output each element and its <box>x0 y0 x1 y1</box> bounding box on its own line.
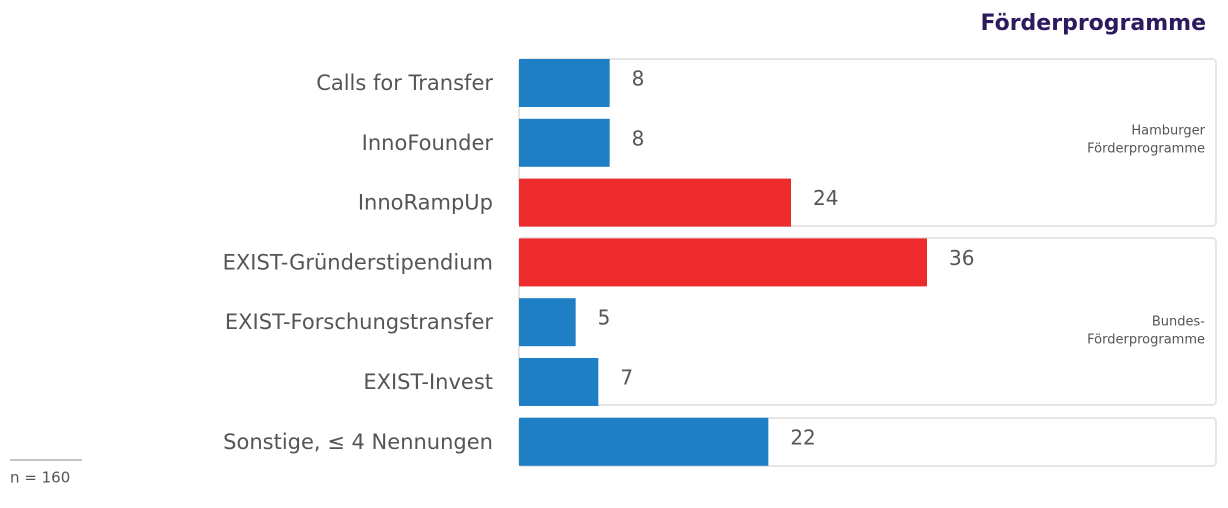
bar <box>519 238 927 287</box>
note: n = 160 <box>10 469 70 487</box>
category-label: EXIST-Gründerstipendium <box>223 250 493 274</box>
category-label: EXIST-Forschungstransfer <box>225 310 493 334</box>
value-label: 36 <box>949 246 974 270</box>
bar <box>519 118 610 167</box>
group-label: Bundes- <box>1152 315 1205 330</box>
value-label: 8 <box>632 67 645 91</box>
bar <box>519 178 791 227</box>
group-label: Hamburger <box>1131 124 1205 139</box>
bar <box>519 417 769 466</box>
bar <box>519 298 576 347</box>
bar <box>519 358 599 406</box>
bar <box>519 59 610 107</box>
category-label: Sonstige, ≤ 4 Nennungen <box>223 430 493 454</box>
chart-title: Förderprogramme <box>980 11 1206 36</box>
category-label: InnoFounder <box>362 131 494 155</box>
category-label: Calls for Transfer <box>316 71 493 95</box>
value-label: 22 <box>790 425 815 449</box>
group-label: Förderprogramme <box>1087 333 1205 348</box>
value-label: 5 <box>598 306 611 330</box>
category-label: InnoRampUp <box>358 191 493 215</box>
group-label: Förderprogramme <box>1087 142 1205 157</box>
value-label: 7 <box>620 366 633 390</box>
category-label: EXIST-Invest <box>363 370 493 394</box>
value-label: 8 <box>632 126 645 150</box>
value-label: 24 <box>813 186 838 210</box>
